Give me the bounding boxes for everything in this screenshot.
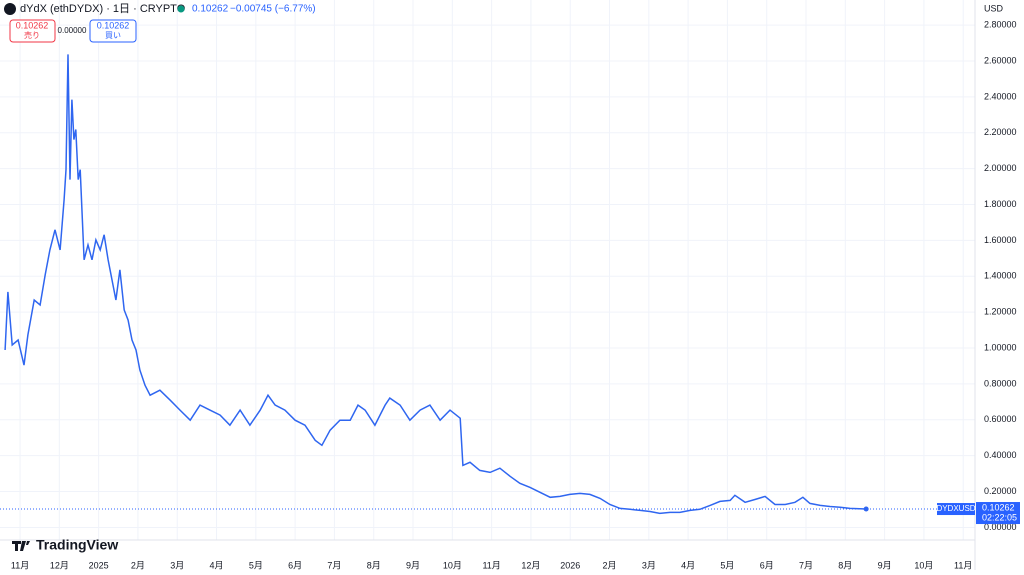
- x-tick-label: 10月: [443, 560, 462, 570]
- logo-icon: [12, 541, 30, 551]
- x-tick-label: 8月: [838, 560, 852, 570]
- x-tick-label: 7月: [327, 560, 341, 570]
- ticker: DYDXUSD: [936, 504, 975, 513]
- last-price-label: 0.10262: [982, 502, 1015, 512]
- x-tick-label: 3月: [170, 560, 184, 570]
- buy-button[interactable]: [89, 19, 137, 43]
- x-tick-label: 5月: [249, 560, 263, 570]
- y-tick-label: 2.20000: [984, 127, 1017, 137]
- x-tick-label: 12月: [521, 560, 540, 570]
- x-tick-label: 4月: [210, 560, 224, 570]
- x-tick-label: 2026: [560, 560, 580, 570]
- price: 0.10262: [192, 4, 229, 15]
- y-tick-label: 2.40000: [984, 91, 1017, 101]
- brand: TradingView: [36, 537, 118, 553]
- sell-button[interactable]: [9, 19, 56, 43]
- y-tick-label: 0.80000: [984, 378, 1017, 388]
- x-tick-label: 4月: [681, 560, 695, 570]
- y-tick-label: 1.40000: [984, 271, 1017, 281]
- price-line: [4, 54, 867, 515]
- y-tick-label: 1.60000: [984, 235, 1017, 245]
- grid: [0, 0, 975, 540]
- y-tick-label: 0.20000: [984, 486, 1017, 496]
- x-tick-label: 11月: [11, 560, 29, 570]
- x-tick-label: 11月: [954, 560, 972, 570]
- buy-price: 0.10262: [97, 20, 130, 30]
- symbol-icon: [4, 3, 16, 15]
- y-tick-label: 0.40000: [984, 450, 1017, 460]
- y-tick-label: 1.00000: [984, 342, 1017, 352]
- x-tick-label: 10月: [914, 560, 933, 570]
- x-tick-label: 5月: [720, 560, 734, 570]
- y-tick-label: 2.80000: [984, 19, 1017, 29]
- x-tick-label: 6月: [760, 560, 774, 570]
- currency: USD: [984, 3, 1004, 13]
- x-tick-label: 11月: [482, 560, 500, 570]
- x-tick-label: 2月: [131, 560, 145, 570]
- spread: 0.00000: [58, 26, 87, 35]
- price-tag: [976, 502, 1020, 525]
- x-tick-label: 9月: [878, 560, 892, 570]
- x-tick-label: 8月: [367, 560, 381, 570]
- x-tick-label: 9月: [406, 560, 420, 570]
- x-tick-label: 2月: [603, 560, 617, 570]
- sell-price: 0.10262: [16, 20, 49, 30]
- y-tick-label: 2.60000: [984, 55, 1017, 65]
- buy-label: 買い: [105, 31, 121, 40]
- x-tick-label: 2025: [89, 560, 109, 570]
- y-tick-label: 0.00000: [984, 522, 1017, 532]
- market-status: [177, 5, 185, 13]
- y-tick-label: 1.20000: [984, 307, 1017, 317]
- ticker-tag: [937, 503, 975, 516]
- y-tick-label: 2.00000: [984, 163, 1017, 173]
- x-tick-label: 7月: [799, 560, 813, 570]
- x-tick-label: 12月: [50, 560, 69, 570]
- last-point: [863, 506, 869, 512]
- sell-label: 売り: [24, 30, 40, 40]
- y-tick-label: 1.80000: [984, 199, 1017, 209]
- change: −0.00745 (−6.77%): [230, 4, 316, 15]
- x-tick-label: 3月: [642, 560, 656, 570]
- countdown: 02:22:05: [982, 512, 1017, 522]
- symbol: dYdX (ethDYDX) · 1日 · CRYPTO: [20, 3, 186, 15]
- y-tick-label: 0.60000: [984, 414, 1017, 424]
- plot: [4, 54, 869, 515]
- x-tick-label: 6月: [288, 560, 302, 570]
